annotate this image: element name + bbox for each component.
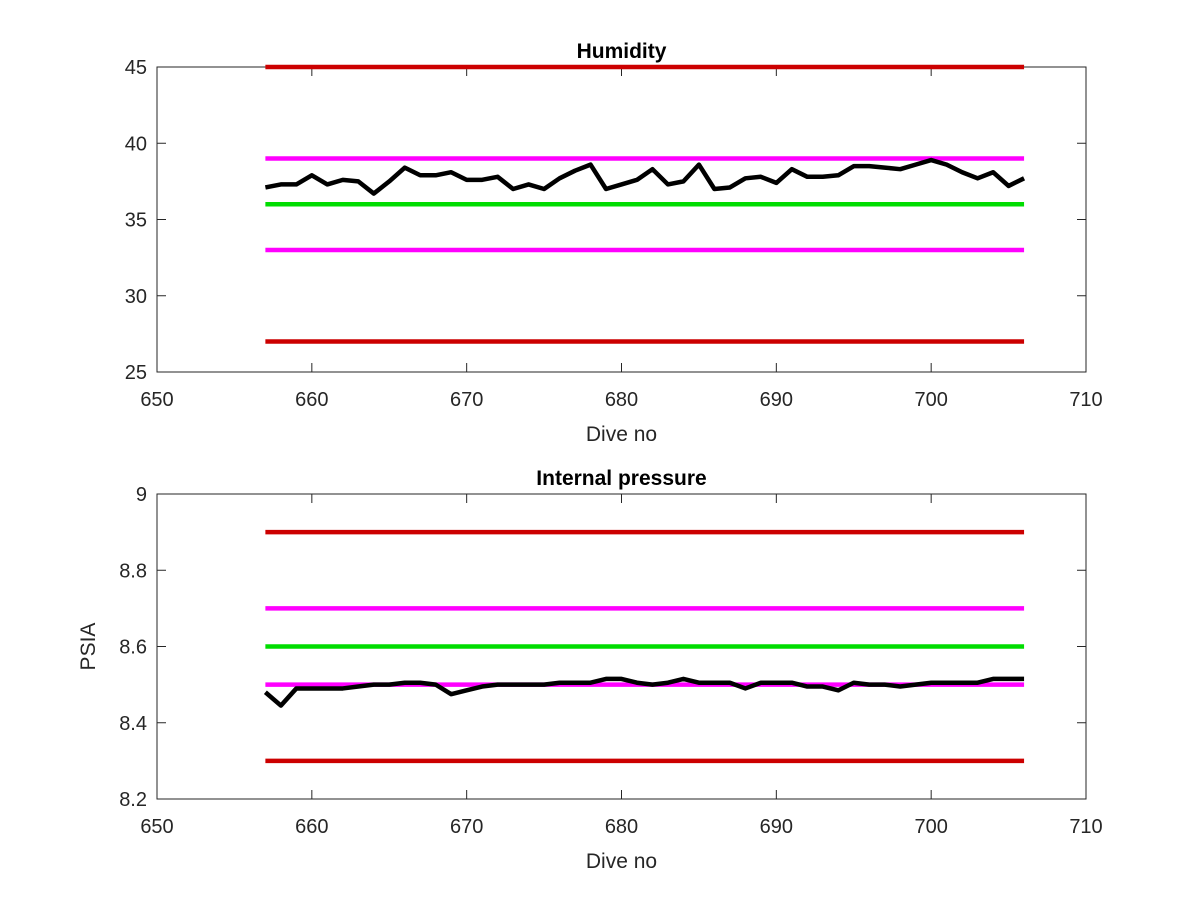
x-tick-label: 650 — [140, 816, 173, 838]
series-line-measurement — [264, 157, 1026, 196]
y-tick-label: 40 — [125, 133, 147, 155]
x-tick-label: 690 — [760, 389, 793, 411]
y-tick-label: 8.2 — [119, 789, 147, 811]
humidity-chart: Humidity Dive no 650 660 670 680 690 700 710 25… — [125, 40, 1103, 446]
x-tick-label: 670 — [450, 389, 483, 411]
plot-area — [156, 66, 1087, 373]
y-tick-label: 8.4 — [119, 713, 147, 735]
x-tick-label: 700 — [914, 389, 947, 411]
series-line-measurement — [263, 676, 1025, 708]
x-tick-label: 660 — [295, 389, 328, 411]
x-tick-label: 650 — [140, 389, 173, 411]
x-tick-label: 690 — [760, 816, 793, 838]
x-tick-label: 680 — [605, 389, 638, 411]
x-tick-label: 660 — [295, 816, 328, 838]
x-tick-label: 700 — [914, 816, 947, 838]
x-tick-label: 670 — [450, 816, 483, 838]
y-axis-label: PSIA — [77, 623, 100, 671]
x-axis-label: Dive no — [586, 423, 657, 446]
y-tick-label: 8.8 — [119, 560, 147, 582]
x-tick-label: 710 — [1069, 816, 1102, 838]
y-tick-label: 30 — [125, 286, 147, 308]
y-tick-label: 35 — [125, 210, 147, 232]
y-tick-label: 8.6 — [119, 637, 147, 659]
y-tick-label: 25 — [125, 362, 147, 384]
chart-title: Humidity — [577, 40, 667, 63]
axes-box — [156, 66, 1087, 373]
x-tick-label: 680 — [605, 816, 638, 838]
plot-area — [156, 493, 1087, 800]
internal-pressure-chart: Internal pressure Dive no PSIA 650 660 670… — [77, 467, 1103, 873]
x-tick-label: 710 — [1069, 389, 1102, 411]
y-tick-label: 45 — [125, 57, 147, 79]
chart-title: Internal pressure — [536, 467, 706, 490]
x-axis-label: Dive no — [586, 850, 657, 873]
y-tick-label: 9 — [136, 484, 147, 506]
